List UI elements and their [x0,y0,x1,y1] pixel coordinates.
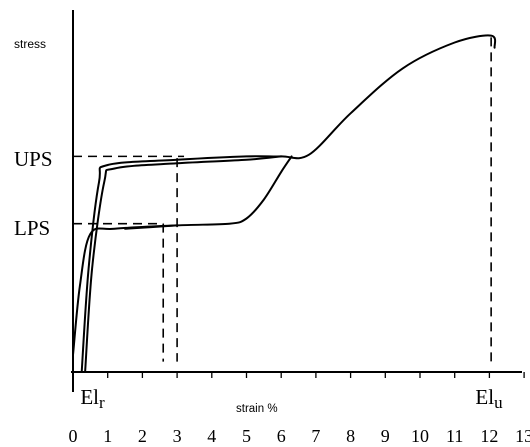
x-tick-label: 7 [311,426,320,446]
curves [72,34,497,373]
x-tick-label: 11 [446,426,463,446]
x-tick-label: 2 [138,426,147,446]
x-tick-label: 9 [381,426,390,446]
x-tick-label: 3 [173,426,182,446]
x-tick-label: 5 [242,426,251,446]
x-tick-label: 0 [69,426,78,446]
elongation-markers: Elr Elu [80,385,503,412]
curve-lower-loading [72,155,293,356]
curve-lower-inner [124,224,179,230]
curve-upper-loading [80,34,497,373]
x-tick-label: 4 [207,426,216,446]
curve-upper-unloading [84,155,283,373]
marker-label-elr: Elr [80,385,105,412]
x-ticks: 0 1 2 3 4 5 6 7 8 9 10 11 12 13 [69,372,530,446]
x-tick-label: 13 [515,426,530,446]
stress-levels: UPS LPS [14,147,53,240]
level-label-lps: LPS [14,216,50,240]
x-tick-label: 6 [277,426,286,446]
x-tick-label: 8 [346,426,355,446]
x-axis-label: strain % [236,403,278,415]
x-tick-label: 10 [411,426,429,446]
y-axis-label: stress [14,37,46,51]
guide-lines [73,37,492,366]
x-tick-label: 12 [480,426,498,446]
level-label-ups: UPS [14,147,53,171]
x-tick-label: 1 [103,426,112,446]
marker-label-elu: Elu [475,385,503,412]
